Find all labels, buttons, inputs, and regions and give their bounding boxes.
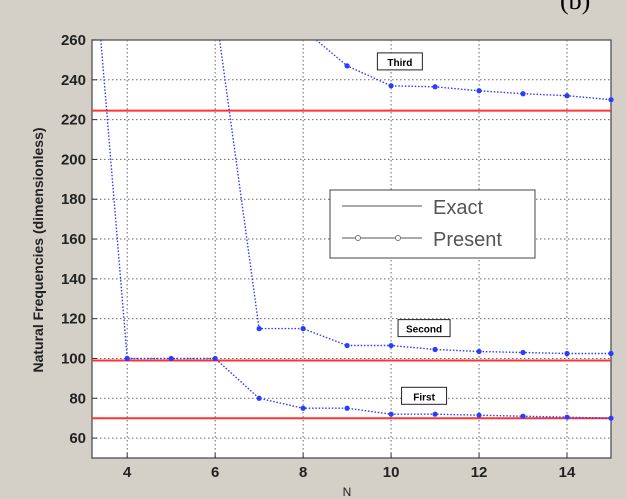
- mode-label-box-third: [376, 52, 423, 71]
- data-point-second-2: [300, 326, 306, 332]
- series-line-third-upper: [315, 39, 612, 101]
- data-point-first-3: [256, 395, 262, 401]
- mode-label-box-second: [397, 319, 451, 338]
- data-point-second-7: [520, 349, 526, 356]
- panel-label: (b): [560, 0, 591, 15]
- legend-present-marker-left: [355, 235, 361, 241]
- y-tick-label-80: 80: [69, 390, 86, 407]
- tick-labels: 4 6 8 10 12 14 60 80 100 120 140 160 180 200 220 240 260: [61, 32, 576, 481]
- x-tick-label-14: 14: [559, 464, 576, 481]
- y-axis-title: Natural Frequencies (dimensionless): [30, 127, 46, 372]
- mode-label-box-first: [401, 386, 448, 405]
- mode-label-second: Second: [406, 325, 442, 336]
- data-point-second-1: [256, 326, 262, 332]
- series-line-third: [100, 39, 128, 359]
- data-point-third-upper-5: [520, 91, 526, 97]
- y-tick-label-120: 120: [61, 311, 86, 328]
- data-point-first-7: [432, 411, 438, 417]
- data-point-third-1: [124, 355, 130, 362]
- data-point-second-6: [476, 348, 482, 355]
- legend-box: [329, 189, 536, 259]
- mode-label-first: First: [413, 392, 435, 403]
- data-point-first-8: [476, 412, 482, 418]
- y-tick-label-140: 140: [61, 271, 86, 288]
- data-point-third-upper-6: [564, 93, 570, 99]
- data-point-second-9: [608, 350, 614, 357]
- data-point-first-11: [608, 415, 614, 421]
- x-tick-label-12: 12: [471, 464, 488, 481]
- x-tick-label-4: 4: [123, 464, 132, 481]
- x-tick-label-6: 6: [211, 464, 219, 481]
- data-point-third-upper-2: [388, 83, 394, 89]
- data-point-third-upper-3: [432, 84, 438, 90]
- legend-present-marker-right: [395, 235, 401, 241]
- y-tick-label-220: 220: [61, 112, 86, 129]
- data-point-first-10: [564, 414, 570, 420]
- legend: Exact Present: [329, 189, 536, 259]
- y-tick-label-180: 180: [61, 191, 86, 208]
- data-point-second-5: [432, 346, 438, 353]
- y-tick-label-240: 240: [61, 72, 86, 89]
- y-tick-label-260: 260: [61, 32, 86, 49]
- series-group: [100, 39, 614, 421]
- data-point-first-6: [388, 411, 394, 417]
- x-tick-label-8: 8: [299, 464, 307, 481]
- data-point-second-8: [564, 350, 570, 357]
- data-point-first-9: [520, 413, 526, 419]
- y-tick-label-200: 200: [61, 151, 86, 168]
- mode-labels: First Second Third: [376, 52, 451, 405]
- y-tick-label-60: 60: [69, 430, 86, 447]
- y-tick-label-100: 100: [61, 350, 86, 367]
- mode-label-third: Third: [387, 58, 412, 69]
- y-tick-label-160: 160: [61, 231, 86, 248]
- data-point-second-4: [388, 342, 394, 349]
- data-point-third-upper-4: [476, 88, 482, 94]
- x-axis-title: N: [343, 485, 352, 499]
- legend-present-label: Present: [433, 229, 502, 251]
- data-point-first-2: [212, 355, 218, 362]
- data-point-second-3: [344, 342, 350, 349]
- data-point-third-upper-7: [608, 97, 614, 103]
- data-point-third-upper-1: [344, 63, 350, 69]
- data-point-first-4: [300, 405, 306, 411]
- data-point-first-5: [344, 405, 350, 411]
- data-point-first-1: [168, 355, 174, 362]
- legend-exact-label: Exact: [433, 197, 483, 219]
- series-line-first: [127, 357, 612, 419]
- x-tick-label-10: 10: [383, 464, 400, 481]
